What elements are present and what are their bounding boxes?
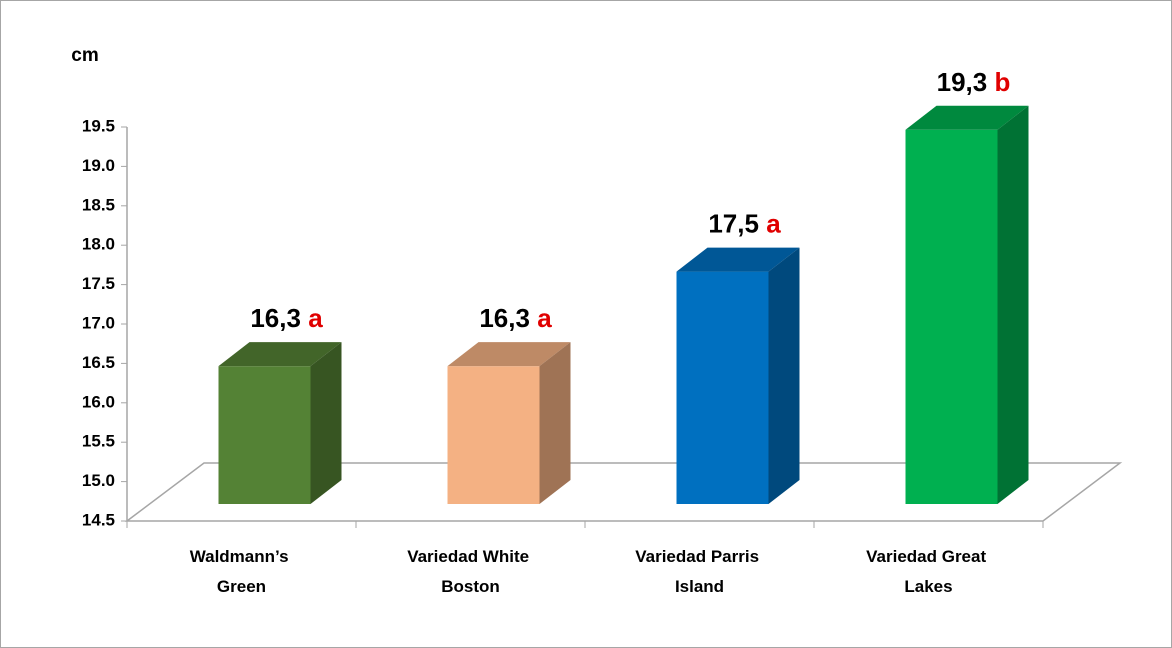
bar-front bbox=[905, 129, 998, 504]
y-tick-label: 15.0 bbox=[82, 471, 115, 490]
bar-side bbox=[310, 342, 342, 504]
y-tick-label: 18.0 bbox=[82, 235, 115, 254]
y-tick-label: 18.5 bbox=[82, 195, 115, 214]
y-tick-label: 19.0 bbox=[82, 156, 115, 175]
y-tick-label: 14.5 bbox=[82, 510, 115, 529]
data-label: 16,3 a bbox=[479, 303, 552, 333]
bar bbox=[218, 342, 342, 504]
significance-letter: a bbox=[766, 208, 781, 238]
x-tick-line: Island bbox=[675, 577, 724, 596]
bar-front bbox=[218, 366, 311, 504]
y-axis-label: cm bbox=[71, 45, 98, 66]
bar-side bbox=[997, 105, 1029, 504]
value-label: 19,3 bbox=[937, 67, 988, 97]
y-tick-label: 16.5 bbox=[82, 353, 115, 372]
bar-top bbox=[905, 105, 1029, 130]
significance-letter: b bbox=[994, 67, 1010, 97]
y-tick-label: 17.5 bbox=[82, 274, 115, 293]
data-label: 16,3 a bbox=[250, 303, 323, 333]
significance-letter: a bbox=[537, 303, 552, 333]
label-gap bbox=[759, 208, 766, 238]
label-gap bbox=[987, 67, 994, 97]
floor bbox=[124, 462, 1123, 522]
x-tick-line: Lakes bbox=[904, 577, 952, 596]
y-tick-label: 16.0 bbox=[82, 392, 115, 411]
data-label: 19,3 b bbox=[937, 67, 1011, 97]
data-label: 17,5 a bbox=[708, 208, 781, 238]
label-gap bbox=[530, 303, 537, 333]
x-tick-label: Variedad White Boston bbox=[407, 547, 534, 596]
value-label: 17,5 bbox=[708, 208, 759, 238]
x-tick-line: Variedad White bbox=[407, 547, 534, 566]
y-tick-label: 17.0 bbox=[82, 313, 115, 332]
x-tick-line: Boston bbox=[441, 577, 500, 596]
y-tick-label: 15.5 bbox=[82, 432, 115, 451]
value-label: 16,3 bbox=[250, 303, 301, 333]
bar bbox=[905, 105, 1029, 504]
bar-front bbox=[676, 271, 769, 504]
y-tick-label: 19.5 bbox=[82, 116, 115, 135]
x-tick-line: Variedad Great bbox=[866, 547, 991, 566]
bar-top bbox=[676, 247, 800, 272]
significance-letter: a bbox=[308, 303, 323, 333]
x-tick-line: Variedad Parris bbox=[635, 547, 764, 566]
bar bbox=[676, 247, 800, 504]
x-tick-label: Variedad Parris Island bbox=[635, 547, 764, 596]
bar-top bbox=[218, 342, 342, 367]
bar-top bbox=[447, 342, 571, 367]
label-gap bbox=[301, 303, 308, 333]
x-tick-line: Green bbox=[217, 577, 266, 596]
x-tick-label: Variedad Great Lakes bbox=[866, 547, 991, 596]
bar bbox=[447, 342, 571, 504]
bar-side bbox=[539, 342, 571, 504]
bar-front bbox=[447, 366, 540, 504]
x-tick-label: Waldmann’s Green bbox=[190, 547, 294, 596]
value-label: 16,3 bbox=[479, 303, 530, 333]
x-tick-line: Waldmann’s bbox=[190, 547, 294, 566]
bar-side bbox=[768, 247, 800, 504]
